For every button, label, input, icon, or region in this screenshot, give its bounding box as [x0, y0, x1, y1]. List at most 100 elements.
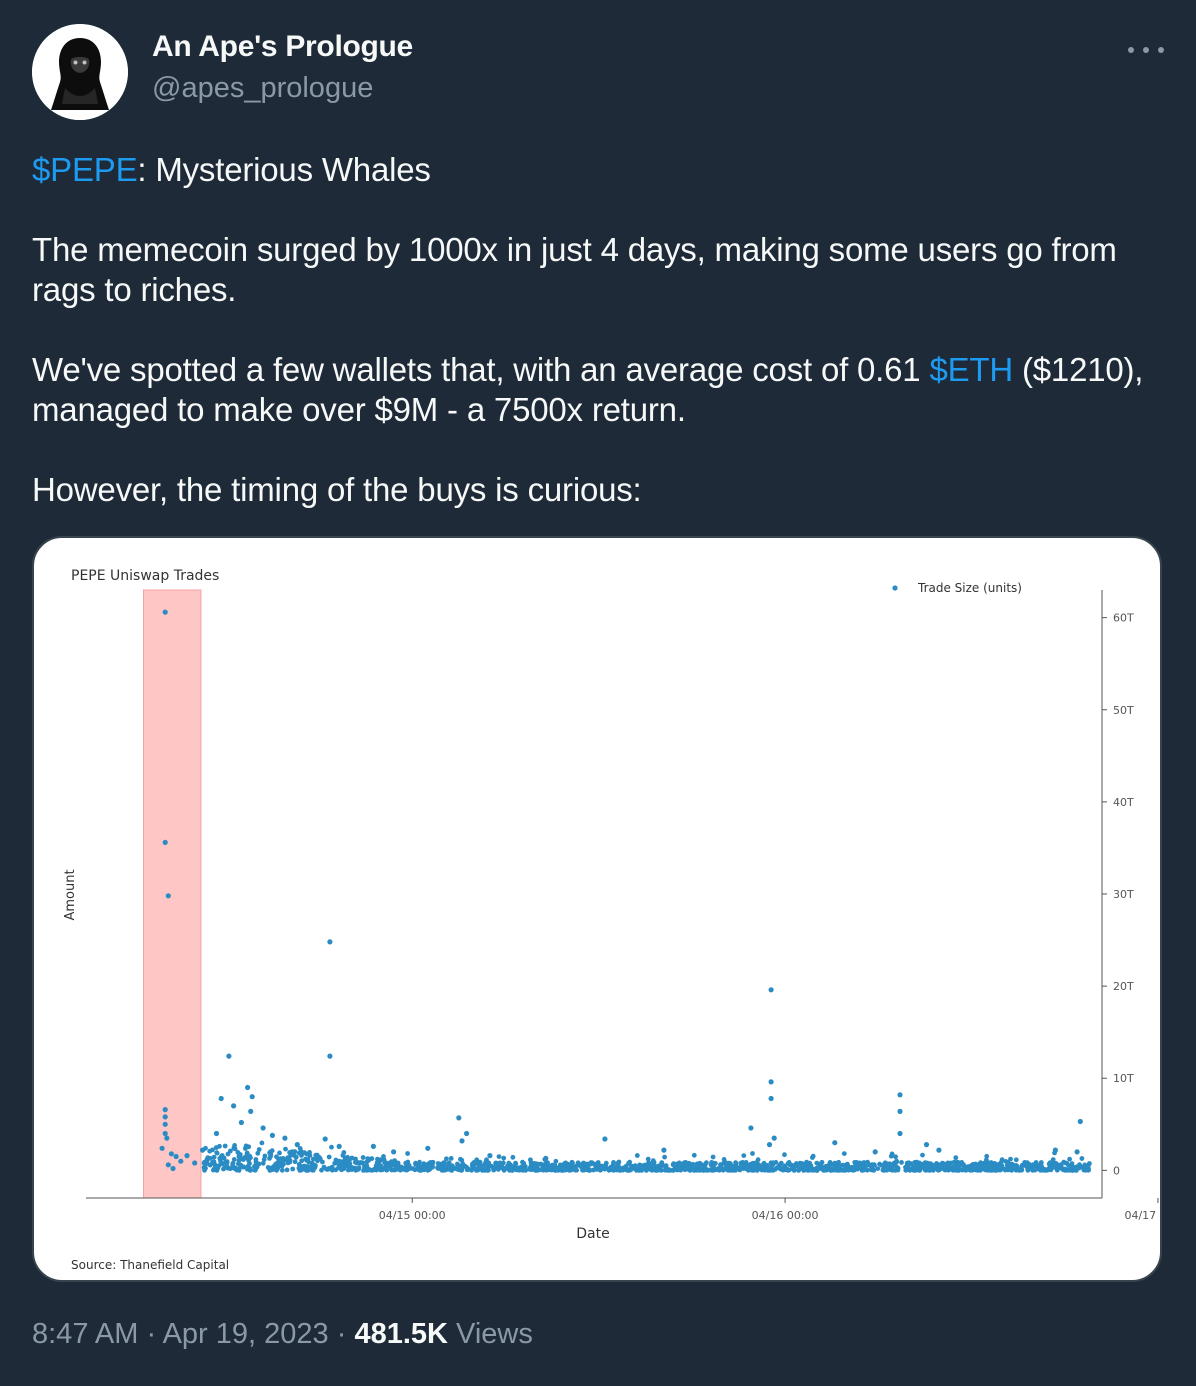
data-point	[782, 1152, 787, 1158]
data-point	[396, 1163, 401, 1168]
data-point	[920, 1152, 925, 1158]
data-point	[624, 1166, 629, 1172]
avatar[interactable]	[32, 24, 128, 120]
data-point	[871, 1162, 876, 1168]
data-point	[559, 1168, 565, 1173]
y-tick-label: 40T	[1113, 796, 1134, 809]
data-point	[305, 1157, 311, 1162]
data-point	[352, 1159, 358, 1165]
data-point	[435, 1165, 441, 1171]
data-point	[233, 1165, 238, 1171]
data-point	[471, 1162, 476, 1168]
data-point	[724, 1163, 730, 1168]
data-point	[356, 1166, 361, 1172]
data-point	[226, 1053, 232, 1059]
data-point	[749, 1167, 754, 1173]
data-point	[282, 1135, 288, 1141]
data-point	[861, 1167, 867, 1173]
data-point	[284, 1157, 290, 1163]
data-point	[256, 1147, 262, 1152]
data-point	[539, 1167, 544, 1172]
data-point	[327, 939, 333, 945]
cashtag-eth-link[interactable]: $ETH	[929, 351, 1013, 388]
data-point	[360, 1155, 366, 1160]
data-point	[953, 1155, 959, 1161]
data-point	[851, 1167, 857, 1173]
data-point	[755, 1161, 761, 1167]
data-point	[272, 1166, 278, 1171]
scatter-chart: 04/15 00:00 04/16 00:00 04/17 00:00 0 10T 20T…	[63, 568, 1160, 1272]
data-point	[790, 1165, 796, 1171]
data-point	[663, 1167, 668, 1173]
data-point	[983, 1164, 989, 1169]
author-display-name[interactable]: An Ape's Prologue	[152, 30, 413, 63]
data-point	[616, 1159, 622, 1165]
more-options-icon[interactable]	[1124, 30, 1168, 70]
data-point	[370, 1143, 376, 1149]
data-point	[213, 1130, 220, 1137]
data-point	[875, 1166, 881, 1171]
data-point	[392, 1158, 397, 1163]
data-point	[162, 1107, 168, 1113]
data-point	[553, 1164, 558, 1170]
data-point	[290, 1166, 296, 1172]
data-point	[345, 1154, 350, 1160]
data-point	[162, 1130, 168, 1137]
data-point	[1058, 1163, 1064, 1169]
data-point	[529, 1167, 534, 1172]
tweet-time[interactable]: 8:47 AM	[32, 1318, 139, 1350]
tweet-paragraph-2-start: We've spotted a few wallets that, with a…	[32, 351, 930, 388]
data-point	[298, 1167, 304, 1173]
tweet-date[interactable]: Apr 19, 2023	[162, 1318, 329, 1350]
data-point	[751, 1161, 756, 1167]
data-point	[571, 1164, 576, 1169]
data-point	[268, 1154, 273, 1159]
data-point	[1086, 1167, 1091, 1173]
footer-separator: ·	[138, 1318, 163, 1350]
data-point	[456, 1115, 462, 1121]
data-point	[159, 1145, 165, 1151]
data-point	[984, 1157, 989, 1163]
data-point	[307, 1153, 313, 1158]
data-point	[391, 1149, 397, 1155]
views-label: Views	[447, 1318, 533, 1350]
data-point	[228, 1166, 233, 1171]
data-point	[448, 1156, 454, 1161]
data-point	[519, 1164, 525, 1170]
data-point	[173, 1153, 179, 1160]
data-point	[478, 1166, 484, 1172]
data-point	[214, 1150, 220, 1156]
data-point	[710, 1167, 715, 1173]
data-point	[632, 1163, 638, 1169]
data-point	[329, 1166, 334, 1172]
data-point	[772, 1167, 778, 1172]
data-point	[696, 1167, 702, 1173]
data-point	[611, 1167, 617, 1173]
data-point	[464, 1130, 470, 1137]
views-count[interactable]: 481.5K	[354, 1318, 448, 1350]
data-point	[192, 1160, 198, 1166]
data-point	[1054, 1165, 1060, 1171]
y-tick-label: 60T	[1113, 612, 1134, 625]
data-point	[733, 1160, 738, 1165]
data-point	[414, 1162, 420, 1167]
data-point	[1039, 1164, 1044, 1169]
data-point	[162, 1114, 168, 1120]
tweet-media-chart[interactable]: 04/15 00:00 04/16 00:00 04/17 00:00 0 10T 20T…	[32, 536, 1162, 1282]
author-handle[interactable]: @apes_prologue	[152, 72, 374, 104]
data-point	[211, 1154, 217, 1160]
data-point	[929, 1164, 934, 1170]
data-point	[996, 1161, 1002, 1167]
data-point	[341, 1150, 347, 1155]
data-point	[319, 1167, 324, 1173]
data-point	[565, 1162, 571, 1167]
data-point	[310, 1156, 316, 1162]
cashtag-pepe-link[interactable]: $PEPE	[32, 151, 138, 188]
data-point	[663, 1164, 668, 1170]
data-point	[970, 1162, 976, 1167]
data-point	[162, 609, 168, 615]
data-point	[690, 1161, 696, 1167]
data-point	[565, 1166, 571, 1172]
data-point	[768, 987, 774, 993]
data-point	[262, 1153, 268, 1159]
